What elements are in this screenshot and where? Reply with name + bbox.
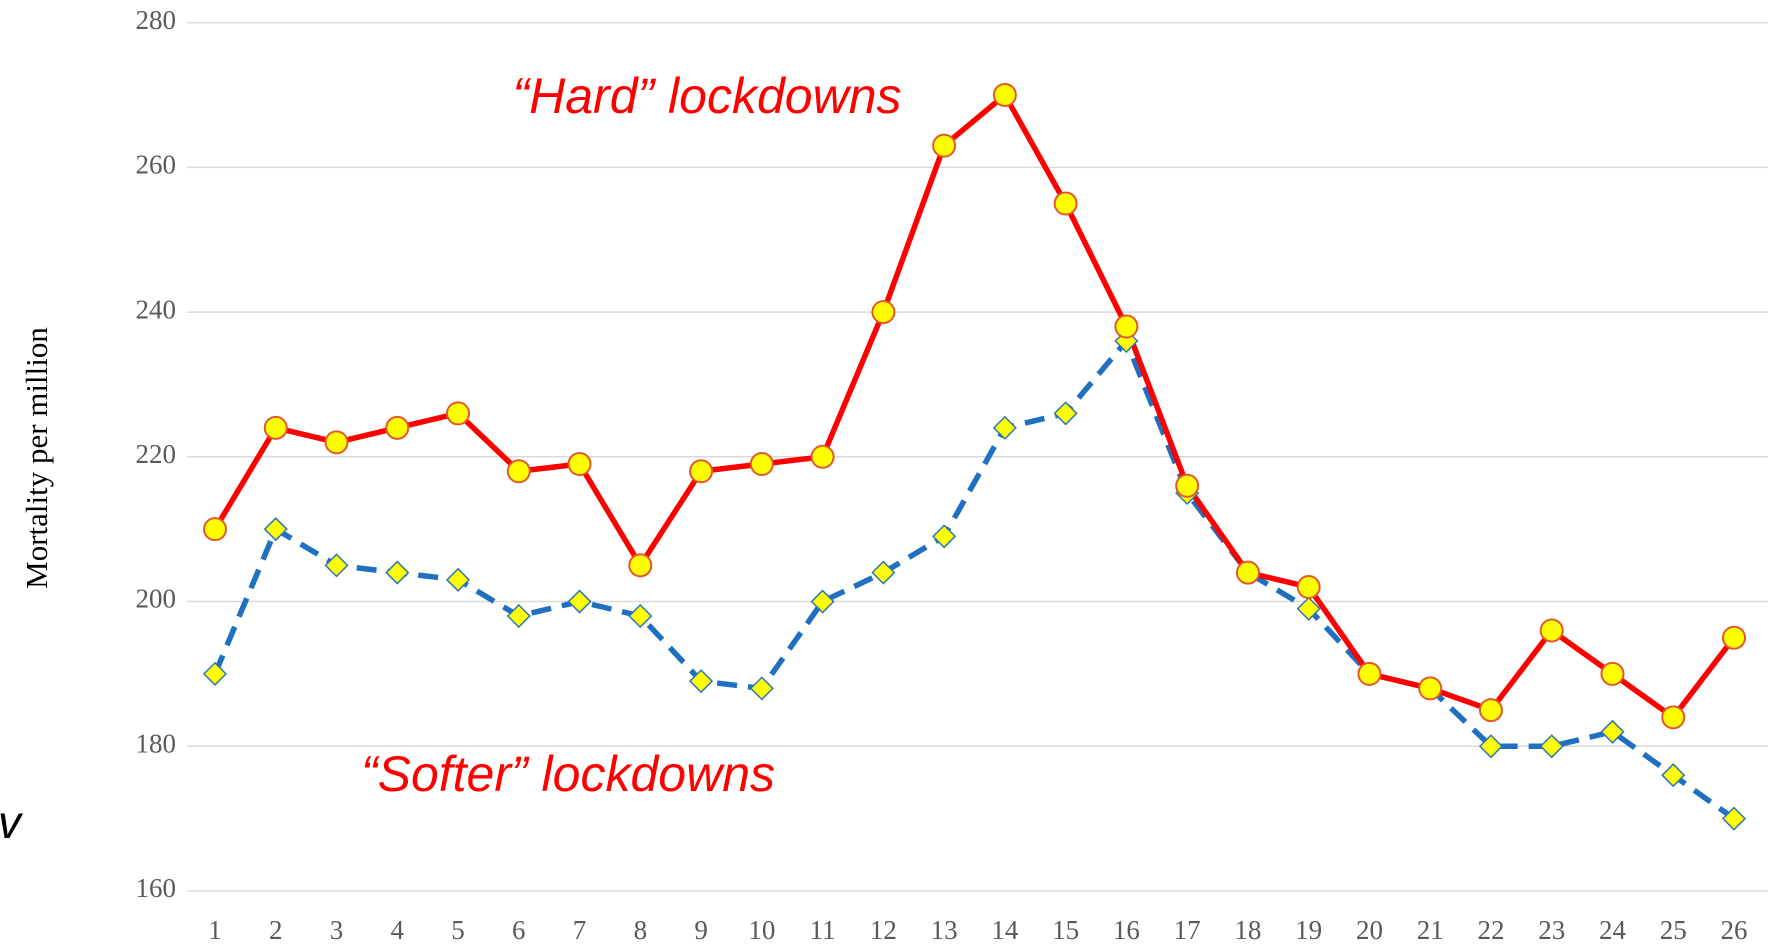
point <box>1600 719 1625 744</box>
point <box>385 560 410 585</box>
point <box>263 415 288 440</box>
point <box>1478 734 1504 759</box>
x-tick-label: 6 <box>512 915 526 945</box>
point <box>1721 806 1747 831</box>
x-tick-label: 17 <box>1174 915 1201 945</box>
point <box>932 524 957 549</box>
x-tick-label: 24 <box>1599 915 1627 945</box>
y-tick-label: 260 <box>136 150 177 180</box>
x-tick-label: 12 <box>870 915 897 945</box>
x-tick-label: 1 <box>208 915 222 945</box>
point <box>1053 191 1078 216</box>
series-line <box>212 92 1737 721</box>
y-tick-label: 240 <box>136 294 177 324</box>
point <box>506 603 531 629</box>
series-line <box>212 338 1736 821</box>
point <box>1114 328 1139 354</box>
point <box>992 415 1017 440</box>
point <box>810 444 835 469</box>
point <box>203 517 227 542</box>
point <box>1296 575 1321 600</box>
x-tick-label: 25 <box>1660 915 1687 945</box>
point <box>1235 560 1260 585</box>
y-axis-title: Mortality per million <box>19 327 54 589</box>
x-tick-label: 19 <box>1295 915 1322 945</box>
point <box>1661 763 1686 788</box>
x-tick-label: 11 <box>810 915 836 945</box>
point <box>1539 618 1564 643</box>
y-tick-label: 160 <box>136 873 177 903</box>
annotation: “Softer” lockdowns <box>361 746 775 802</box>
x-tick-label: 5 <box>451 915 465 945</box>
x-tick-label: 9 <box>694 915 708 945</box>
point <box>810 589 835 614</box>
x-tick-label: 23 <box>1538 915 1565 945</box>
point <box>1539 734 1564 759</box>
x-tick-label: 15 <box>1052 915 1079 945</box>
point <box>992 82 1017 107</box>
point <box>446 401 471 426</box>
edge-text: v <box>0 796 24 848</box>
point <box>628 553 653 578</box>
x-tick-label: 8 <box>634 915 648 945</box>
x-tick-label: 14 <box>991 915 1019 945</box>
point <box>1600 661 1625 686</box>
x-tick-label: 13 <box>931 915 958 945</box>
x-tick-label: 2 <box>269 915 283 945</box>
point <box>263 517 288 542</box>
point <box>324 430 349 455</box>
point <box>1114 314 1139 339</box>
x-tick-label: 3 <box>330 915 344 945</box>
point <box>1478 698 1503 723</box>
point <box>871 560 896 585</box>
point <box>202 661 228 686</box>
point <box>1296 596 1321 621</box>
point <box>689 459 714 484</box>
point <box>1722 625 1746 650</box>
x-tick-label: 20 <box>1356 915 1383 945</box>
point <box>1175 473 1200 498</box>
point <box>628 603 653 629</box>
point <box>1661 705 1686 730</box>
point <box>689 669 714 694</box>
x-tick-label: 10 <box>748 915 775 945</box>
x-tick-label: 16 <box>1113 915 1140 945</box>
markers <box>202 82 1747 831</box>
grid <box>187 21 1768 892</box>
point <box>506 459 531 484</box>
point <box>324 553 349 578</box>
point <box>1053 401 1078 426</box>
y-tick-label: 280 <box>136 5 177 35</box>
point <box>567 452 592 477</box>
x-tick-label: 21 <box>1417 915 1444 945</box>
point <box>749 452 774 477</box>
point <box>932 133 957 158</box>
y-tick-label: 220 <box>136 439 177 469</box>
x-tick-label: 22 <box>1477 915 1504 945</box>
point <box>567 589 592 614</box>
x-tick-label: 18 <box>1234 915 1261 945</box>
annotation: “Hard” lockdowns <box>512 68 901 124</box>
point <box>1418 676 1443 701</box>
x-tick-label: 26 <box>1721 915 1748 945</box>
point <box>749 676 774 701</box>
x-tick-label: 7 <box>573 915 587 945</box>
x-tick-label: 4 <box>391 915 405 945</box>
point <box>385 415 410 440</box>
point <box>445 567 471 592</box>
y-tick-label: 180 <box>136 728 177 758</box>
y-tick-label: 200 <box>136 584 177 614</box>
point <box>1357 661 1382 686</box>
point <box>871 300 896 325</box>
